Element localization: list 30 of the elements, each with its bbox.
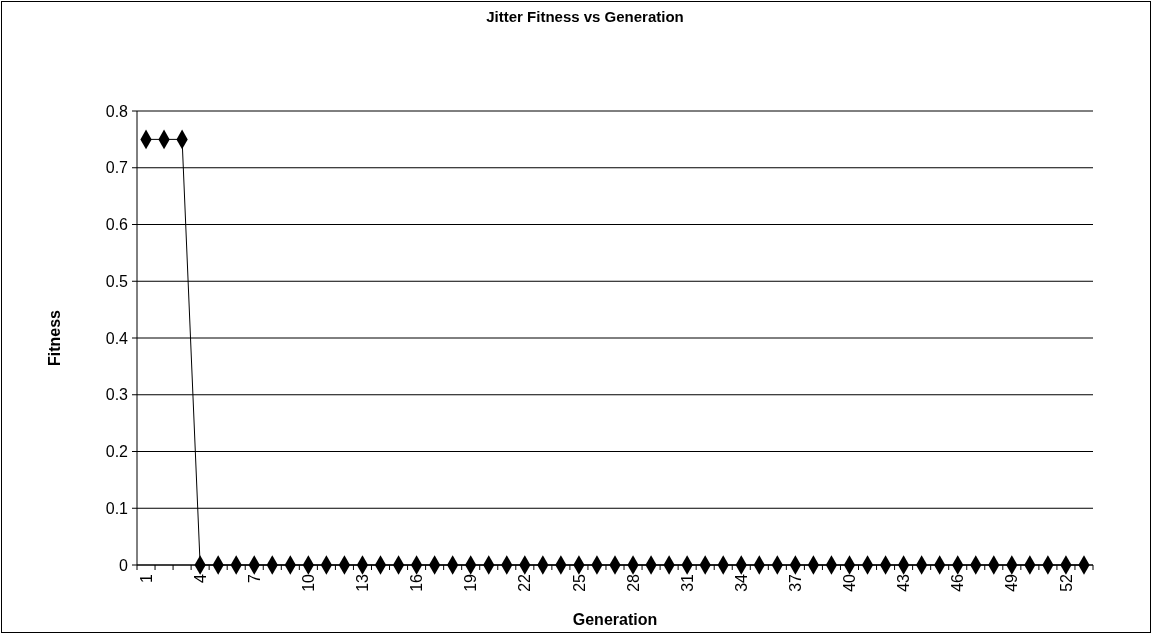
y-tick-label: 0.4 [105, 329, 129, 347]
y-tick-label: 0.7 [105, 159, 129, 177]
x-tick-label: 43 [895, 573, 913, 592]
x-tick-label: 1 [137, 573, 155, 583]
y-axis-title: Fitness [46, 309, 63, 367]
y-tick-label: 0.8 [105, 102, 129, 120]
x-tick-label: 10 [299, 573, 317, 592]
y-tick-label: 0 [119, 556, 129, 574]
y-tick-label: 0.6 [105, 216, 129, 234]
y-tick-label: 0.2 [105, 443, 129, 461]
y-tick-label: 0.3 [105, 386, 129, 404]
x-tick-label: 25 [570, 573, 588, 592]
x-tick-label: 46 [949, 573, 967, 592]
x-tick-label: 31 [678, 573, 696, 592]
x-tick-label: 13 [354, 573, 372, 592]
x-tick-label: 7 [245, 573, 263, 583]
x-tick-label: 37 [786, 573, 804, 592]
x-tick-label: 34 [732, 573, 750, 592]
y-tick-label: 0.5 [105, 272, 129, 290]
x-tick-label: 19 [462, 573, 480, 592]
x-tick-label: 28 [624, 573, 642, 592]
x-axis-title: Generation [572, 611, 658, 628]
x-tick-label: 4 [191, 573, 209, 583]
chart-title: Jitter Fitness vs Generation [486, 8, 684, 25]
x-tick-label: 22 [516, 573, 534, 592]
x-tick-label: 52 [1057, 573, 1075, 592]
x-tick-label: 16 [408, 573, 426, 592]
y-tick-label: 0.1 [105, 499, 129, 517]
x-tick-label: 40 [841, 573, 859, 592]
x-tick-label: 49 [1003, 573, 1021, 592]
